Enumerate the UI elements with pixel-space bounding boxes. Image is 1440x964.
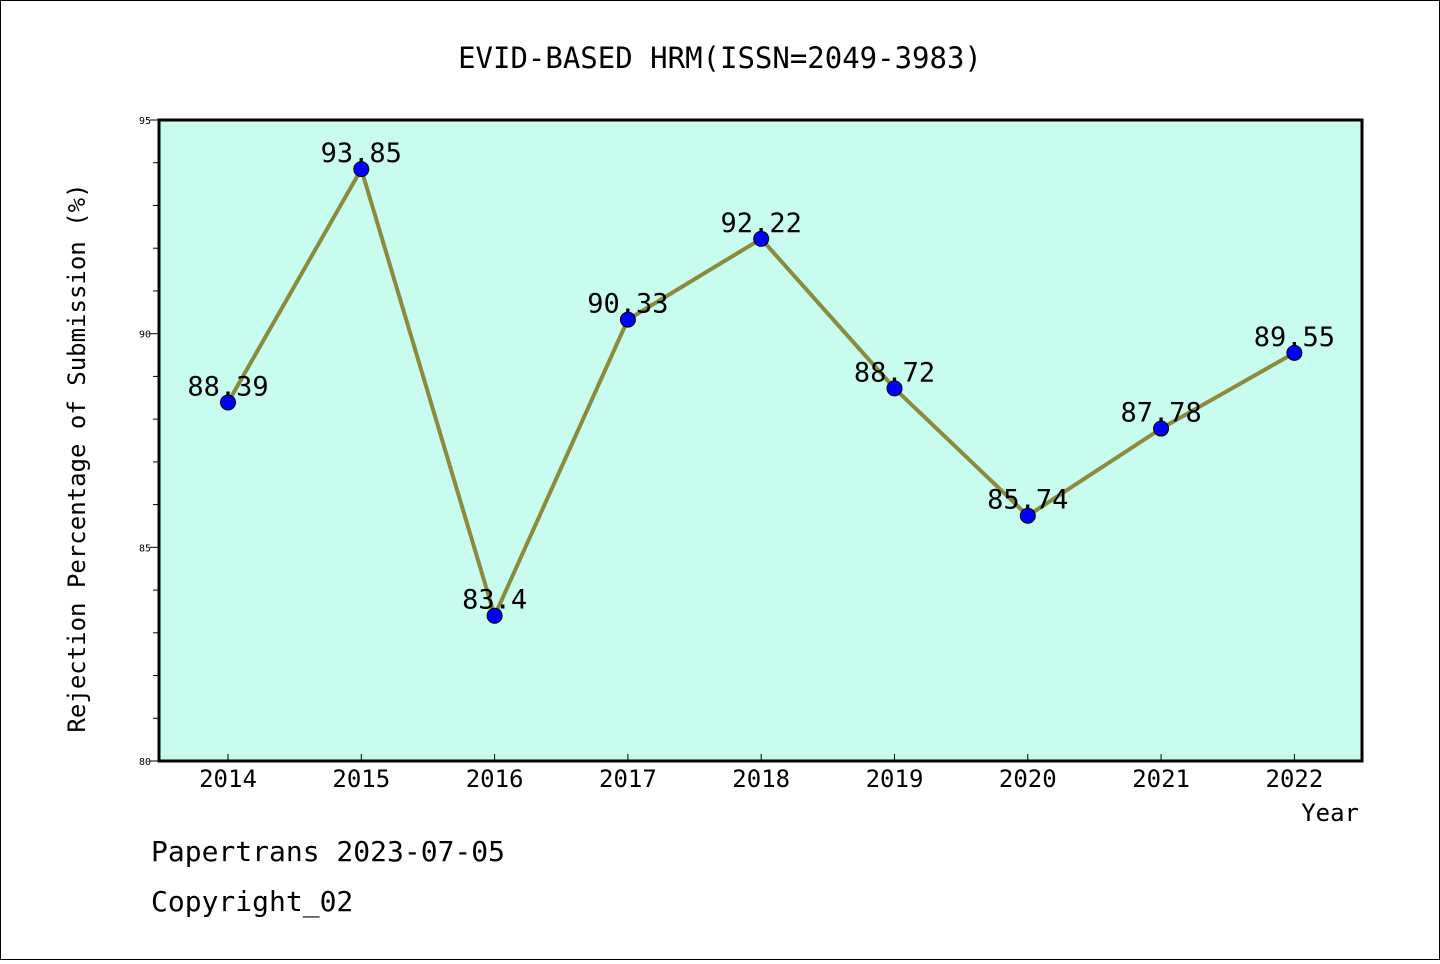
data-label: 88.72	[854, 357, 935, 388]
data-label: 88.39	[187, 371, 268, 402]
series-rejection-percentage	[220, 161, 1303, 624]
data-labels: 88.39 93.85 83.4 90.33 92.22 88.72 85.74 87.78 8…	[187, 138, 1335, 616]
data-point	[220, 394, 236, 411]
footer-copyright: Copyright_02	[151, 885, 354, 918]
x-tick-label: 2018	[732, 765, 790, 793]
data-label: 90.33	[587, 289, 668, 320]
x-tick-label: 2021	[1132, 765, 1190, 793]
data-label: 89.55	[1254, 322, 1335, 353]
data-point	[886, 380, 903, 397]
y-tick-label: 80	[139, 757, 151, 768]
y-tick-label: 85	[139, 543, 151, 554]
x-tick-label: 2017	[599, 765, 657, 793]
x-tick-label: 2022	[1266, 765, 1324, 793]
y-axis: 80 85 90 95	[139, 116, 159, 768]
plot-area	[157, 118, 1364, 763]
data-point	[353, 161, 370, 178]
y-tick-label: 90	[139, 330, 151, 341]
data-point	[1153, 420, 1170, 437]
data-label: 87.78	[1120, 398, 1201, 429]
data-label: 93.85	[321, 138, 402, 169]
x-tick-label: 2015	[332, 765, 390, 793]
chart-title: EVID-BASED HRM(ISSN=2049-3983)	[458, 41, 982, 75]
footer-date: Papertrans 2023-07-05	[151, 835, 506, 868]
data-point	[619, 311, 636, 328]
data-point	[1286, 344, 1303, 361]
data-point	[1019, 507, 1036, 524]
x-tick-label: 2014	[199, 765, 257, 793]
x-axis: 2014 2015 2016 2017 2018 2019 2020 2021 2022	[199, 754, 1323, 793]
data-label: 92.22	[721, 208, 802, 239]
data-label: 85.74	[987, 485, 1068, 516]
data-point	[486, 607, 503, 624]
x-tick-label: 2020	[999, 765, 1057, 793]
data-label: 83.4	[462, 585, 527, 616]
x-tick-label: 2016	[466, 765, 524, 793]
data-point	[753, 230, 770, 247]
y-axis-label: Rejection Percentage of Submission (%)	[63, 183, 91, 732]
x-axis-label: Year	[1301, 799, 1359, 827]
x-tick-label: 2019	[866, 765, 924, 793]
y-tick-label: 95	[139, 116, 151, 127]
